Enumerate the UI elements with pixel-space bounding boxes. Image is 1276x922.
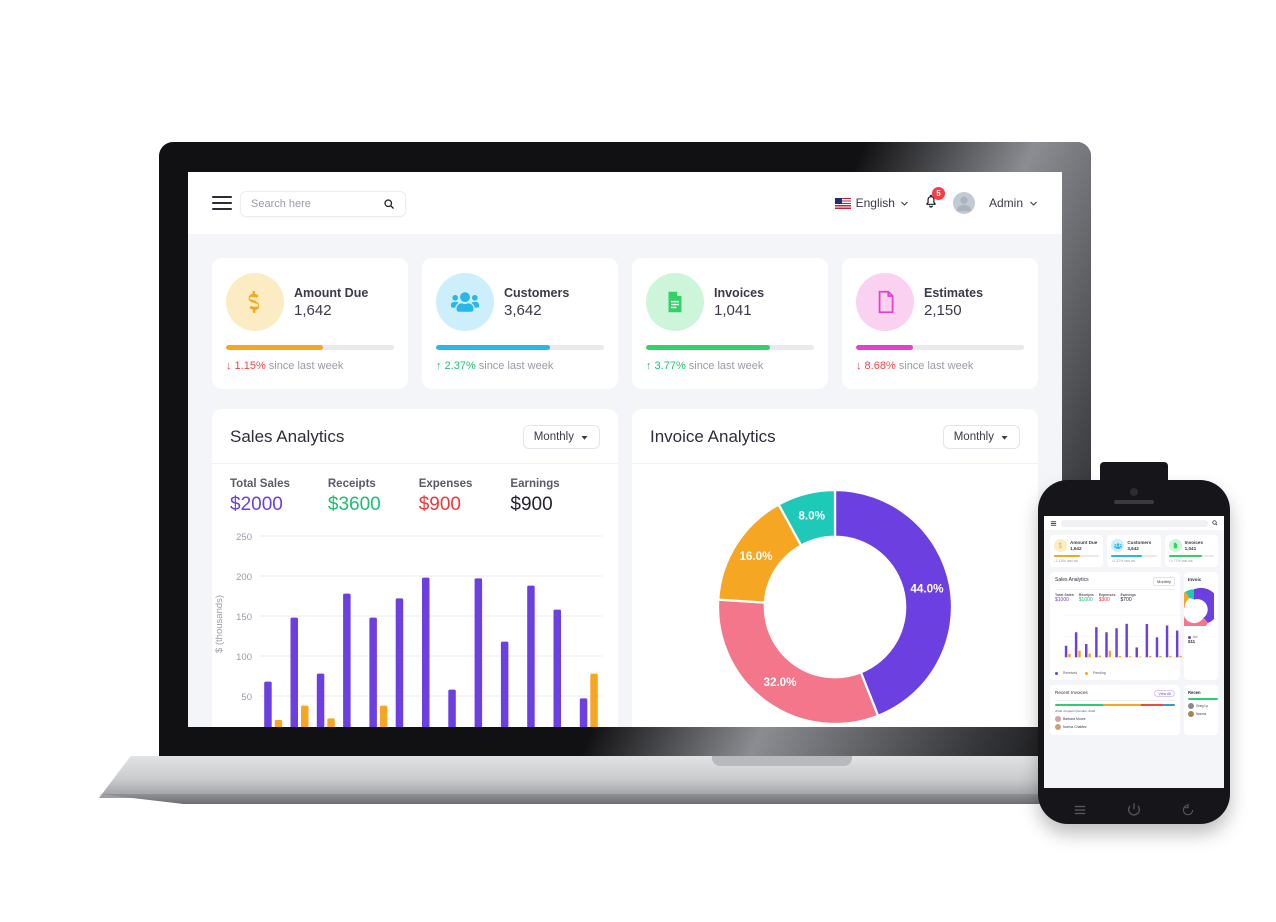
svg-text:8.0%: 8.0% (798, 509, 825, 522)
svg-text:200: 200 (236, 572, 252, 583)
svg-text:250: 250 (236, 532, 252, 543)
svg-text:50: 50 (241, 692, 252, 703)
svg-text:16.0%: 16.0% (739, 550, 773, 563)
svg-text:44.0%: 44.0% (910, 583, 944, 596)
svg-text:$ (thousands): $ (thousands) (214, 595, 225, 653)
svg-text:150: 150 (236, 612, 252, 623)
svg-text:100: 100 (236, 652, 252, 663)
svg-text:32.0%: 32.0% (763, 676, 797, 689)
